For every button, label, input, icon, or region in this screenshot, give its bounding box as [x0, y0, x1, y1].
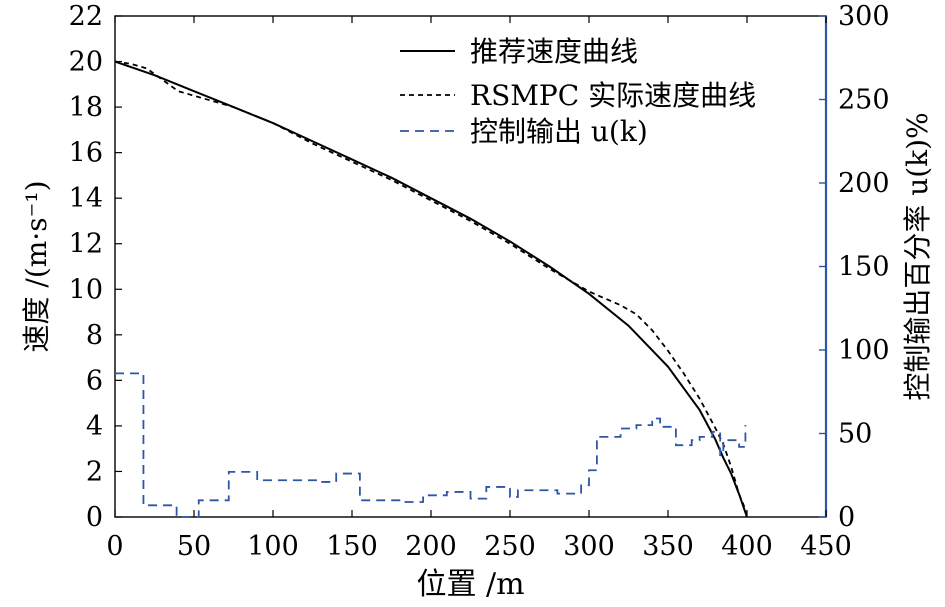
series-line-1: [114, 60, 748, 518]
y-left-tick-label: 16: [69, 138, 103, 169]
x-axis-ticks: 0 50 100 150 200 250 300 350 400 450: [106, 16, 852, 562]
legend-label-1: 推荐速度曲线: [470, 35, 638, 68]
x-tick-label: 250: [484, 531, 536, 562]
y-left-axis-ticks: 0 2 4 6 8 10 12 14 16 18 20 22: [69, 1, 122, 533]
y-right-tick-label: 150: [838, 252, 890, 283]
y-left-tick-label: 10: [69, 274, 103, 305]
y-right-tick-label: 250: [838, 85, 890, 116]
x-tick-label: 50: [177, 531, 211, 562]
legend-label-2: RSMPC 实际速度曲线: [470, 79, 756, 112]
y-right-axis-ticks: 0 50 100 150 200 250 300: [819, 1, 890, 533]
y-left-axis-label: 速度 /(m·s⁻¹): [20, 180, 53, 352]
y-right-tick-label: 100: [838, 335, 890, 366]
y-right-axis-label: 控制输出百分率 u(k)%: [901, 112, 934, 400]
series-line-3: [115, 372, 747, 518]
y-right-tick-label: 200: [838, 168, 890, 199]
x-tick-label: 150: [326, 531, 378, 562]
series-layer: [114, 60, 748, 518]
y-left-tick-label: 20: [69, 47, 103, 78]
y-left-tick-label: 6: [86, 365, 103, 396]
x-tick-label: 450: [800, 531, 852, 562]
y-left-tick-label: 12: [69, 229, 103, 260]
y-left-tick-label: 18: [69, 92, 103, 123]
x-tick-label: 100: [247, 531, 299, 562]
y-left-tick-label: 8: [86, 320, 103, 351]
series-line-2: [114, 60, 748, 518]
y-left-tick-label: 4: [86, 411, 103, 442]
y-left-tick-label: 22: [69, 1, 103, 32]
y-right-tick-label: 0: [838, 502, 855, 533]
y-left-tick-label: 14: [69, 183, 103, 214]
x-tick-label: 0: [106, 531, 123, 562]
x-tick-label: 300: [563, 531, 615, 562]
y-left-tick-label: 2: [86, 456, 103, 487]
legend-label-3: 控制输出 u(k): [470, 115, 648, 148]
x-axis-label: 位置 /m: [416, 567, 524, 602]
x-tick-label: 200: [405, 531, 457, 562]
y-right-tick-label: 300: [838, 1, 890, 32]
x-tick-label: 350: [642, 531, 694, 562]
x-tick-label: 400: [721, 531, 773, 562]
y-left-tick-label: 0: [86, 502, 103, 533]
y-right-tick-label: 50: [838, 419, 872, 450]
